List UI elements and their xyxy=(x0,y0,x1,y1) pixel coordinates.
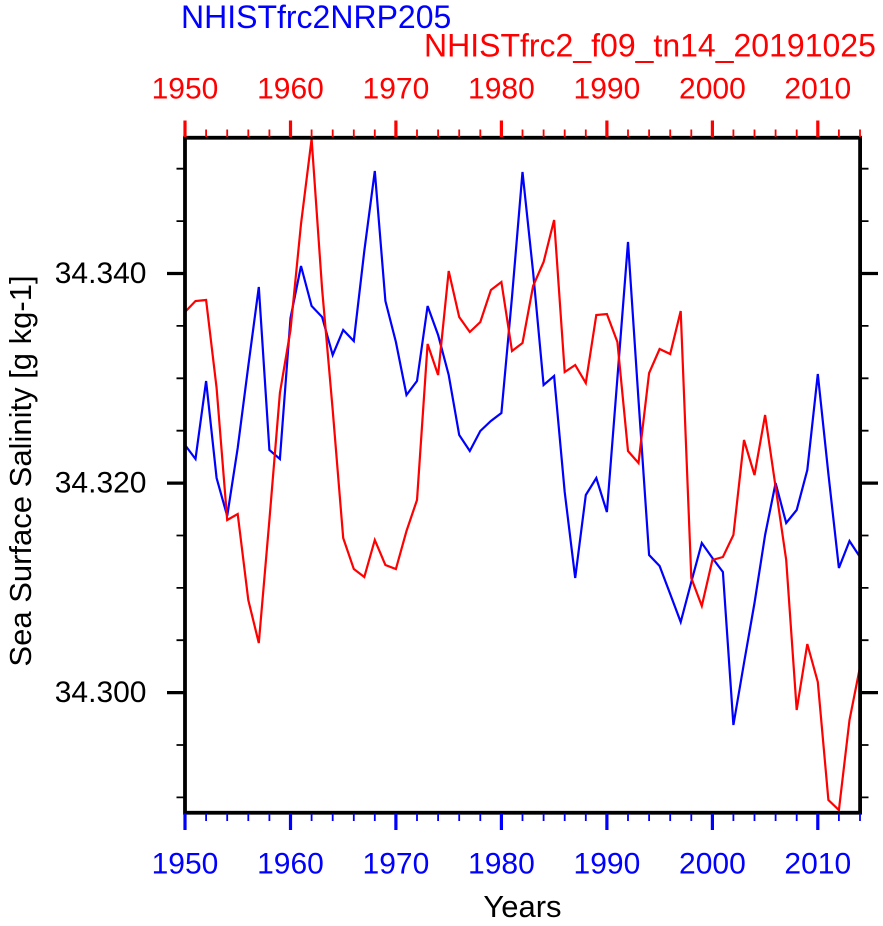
svg-text:2000: 2000 xyxy=(679,848,746,881)
svg-text:NHISTfrc2NRP205: NHISTfrc2NRP205 xyxy=(181,0,451,35)
svg-text:34.340: 34.340 xyxy=(55,257,147,290)
svg-text:1960: 1960 xyxy=(257,848,324,881)
svg-text:34.300: 34.300 xyxy=(55,676,147,709)
svg-text:Sea Surface Salinity [g kg-1]: Sea Surface Salinity [g kg-1] xyxy=(3,275,38,666)
svg-text:2000: 2000 xyxy=(679,73,746,106)
svg-text:34.320: 34.320 xyxy=(55,467,147,500)
svg-text:2010: 2010 xyxy=(784,848,851,881)
svg-text:1970: 1970 xyxy=(363,73,430,106)
svg-text:NHISTfrc2_f09_tn14_20191025: NHISTfrc2_f09_tn14_20191025 xyxy=(424,28,876,64)
svg-text:1990: 1990 xyxy=(574,848,641,881)
svg-text:1970: 1970 xyxy=(363,848,430,881)
svg-text:1950: 1950 xyxy=(152,848,219,881)
svg-text:1950: 1950 xyxy=(152,73,219,106)
svg-text:1980: 1980 xyxy=(468,848,535,881)
svg-text:2010: 2010 xyxy=(784,73,851,106)
svg-text:Years: Years xyxy=(483,889,561,924)
svg-text:1980: 1980 xyxy=(468,73,535,106)
svg-text:1960: 1960 xyxy=(257,73,324,106)
svg-text:1990: 1990 xyxy=(574,73,641,106)
